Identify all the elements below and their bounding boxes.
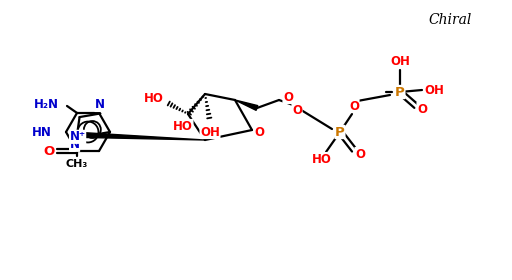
Text: CH₃: CH₃ (66, 159, 88, 169)
Text: H₂N: H₂N (34, 99, 59, 111)
Text: O: O (44, 144, 55, 158)
Text: O: O (349, 99, 359, 113)
Text: P: P (335, 125, 345, 139)
Text: HO: HO (144, 92, 164, 104)
Text: OH: OH (200, 125, 220, 139)
Text: O: O (355, 148, 365, 160)
Text: O: O (417, 102, 427, 116)
Text: N: N (95, 99, 105, 111)
Text: O: O (254, 125, 264, 139)
Text: HO: HO (173, 120, 193, 132)
Text: HO: HO (312, 153, 332, 165)
Polygon shape (78, 132, 205, 140)
Text: OH: OH (424, 83, 444, 97)
Text: OH: OH (390, 55, 410, 67)
Text: Chiral: Chiral (429, 13, 472, 27)
Text: N: N (70, 138, 79, 151)
Text: N⁺: N⁺ (70, 130, 86, 143)
Polygon shape (235, 100, 258, 110)
Text: O: O (283, 90, 293, 104)
Text: P: P (395, 85, 405, 99)
Text: O: O (292, 104, 302, 116)
Text: HN: HN (32, 125, 52, 139)
